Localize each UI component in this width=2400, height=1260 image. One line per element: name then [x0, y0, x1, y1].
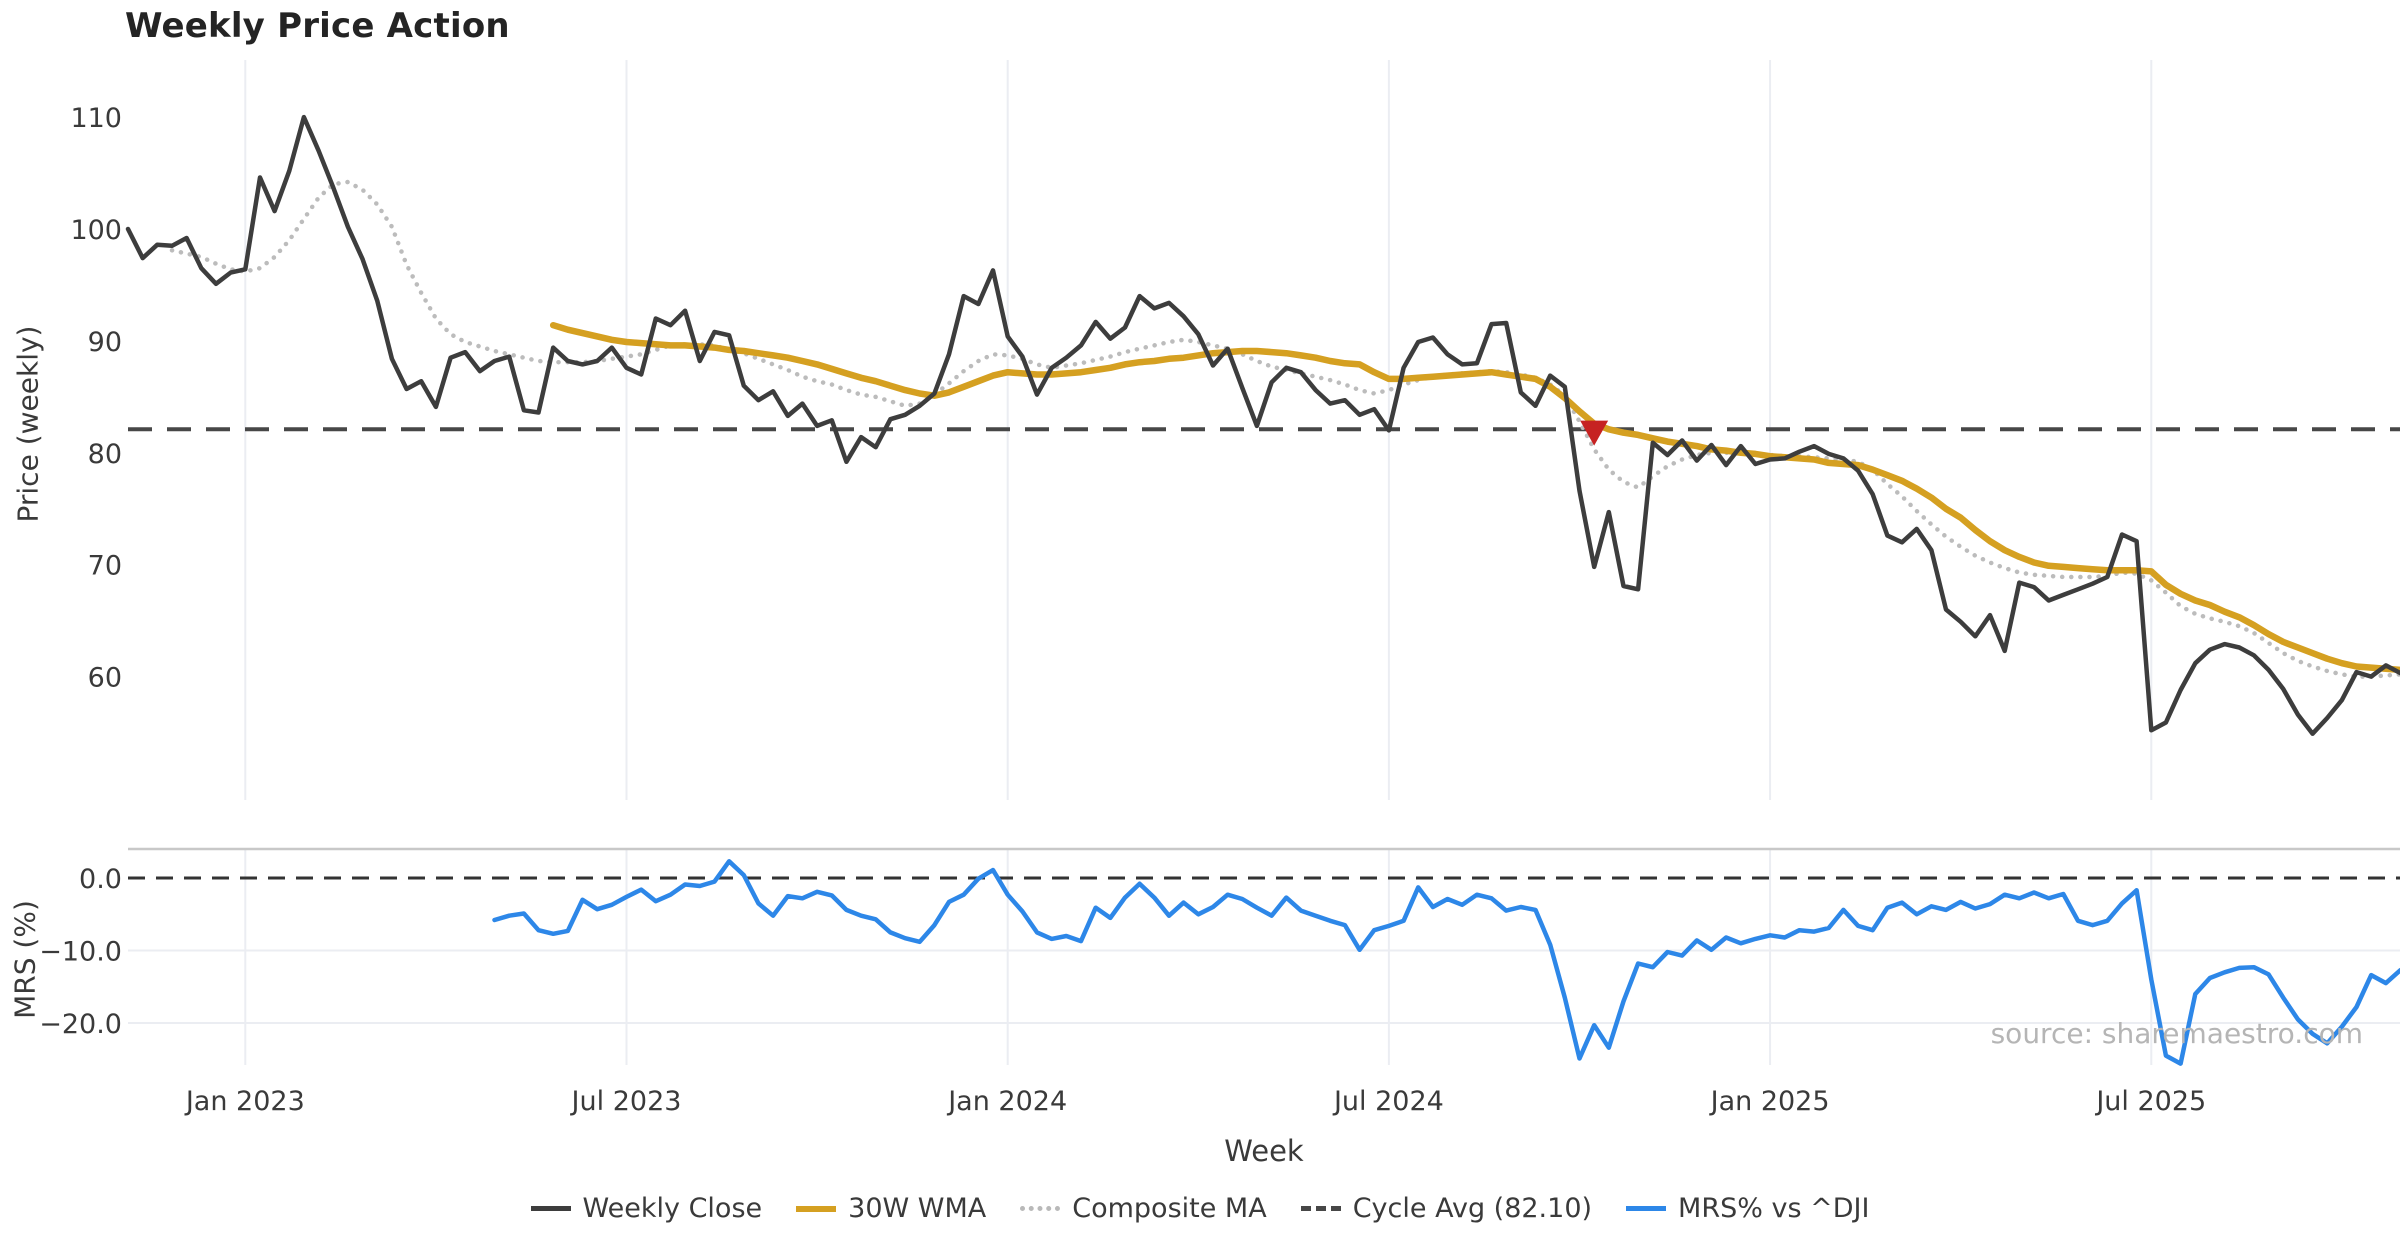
legend-label: Cycle Avg (82.10) [1352, 1193, 1593, 1224]
svg-text:Jan 2024: Jan 2024 [946, 1086, 1067, 1117]
legend-item-mrs: MRS% vs ^DJI [1626, 1193, 1869, 1224]
svg-text:Jan 2023: Jan 2023 [184, 1086, 305, 1117]
x-axis-label: Week [1224, 1134, 1304, 1168]
wma-line-icon [796, 1205, 837, 1212]
gridlines [128, 60, 2400, 1065]
svg-text:Jan 2025: Jan 2025 [1709, 1086, 1830, 1117]
svg-text:Jul 2025: Jul 2025 [2094, 1086, 2206, 1117]
svg-text:−20.0: −20.0 [39, 1009, 122, 1040]
svg-text:Jul 2023: Jul 2023 [570, 1086, 682, 1117]
legend-label: 30W WMA [848, 1193, 987, 1224]
legend-label: Composite MA [1072, 1193, 1267, 1224]
legend-label: MRS% vs ^DJI [1678, 1193, 1870, 1224]
svg-text:80: 80 [88, 439, 122, 470]
legend-label: Weekly Close [582, 1193, 763, 1224]
mrs-axis-label: MRS (%) [8, 900, 42, 1019]
chart-title: Weekly Price Action [125, 6, 510, 46]
legend-item-wma: 30W WMA [796, 1193, 986, 1224]
series-lines [125, 114, 2400, 1066]
cycle-avg-line-icon [1300, 1206, 1341, 1211]
svg-text:100: 100 [70, 215, 122, 246]
svg-text:0.0: 0.0 [79, 864, 122, 895]
source-watermark: source: sharemaestro.com [1990, 1017, 2363, 1050]
sell-signal-marker [1580, 420, 1609, 446]
legend-item-composite: Composite MA [1020, 1193, 1267, 1224]
legend-item-cycle-avg: Cycle Avg (82.10) [1300, 1193, 1593, 1224]
svg-text:60: 60 [88, 663, 122, 694]
mrs-line-icon [1626, 1206, 1667, 1211]
legend-item-weekly-close: Weekly Close [530, 1193, 763, 1224]
svg-text:110: 110 [70, 103, 122, 134]
svg-text:90: 90 [88, 327, 122, 358]
axis-ticks: 110 100 90 80 70 60 0.0 −10.0 −20.0 Jan 2023 Jul 2… [39, 103, 2206, 1117]
price-axis-label: Price (weekly) [11, 325, 45, 523]
weekly-close-line-icon [530, 1206, 571, 1211]
svg-text:70: 70 [88, 551, 122, 582]
svg-text:−10.0: −10.0 [39, 937, 122, 968]
composite-ma-line-icon [1020, 1206, 1061, 1211]
svg-text:Jul 2024: Jul 2024 [1332, 1086, 1444, 1117]
legend: Weekly Close 30W WMA Composite MA Cycle … [0, 1193, 2400, 1224]
